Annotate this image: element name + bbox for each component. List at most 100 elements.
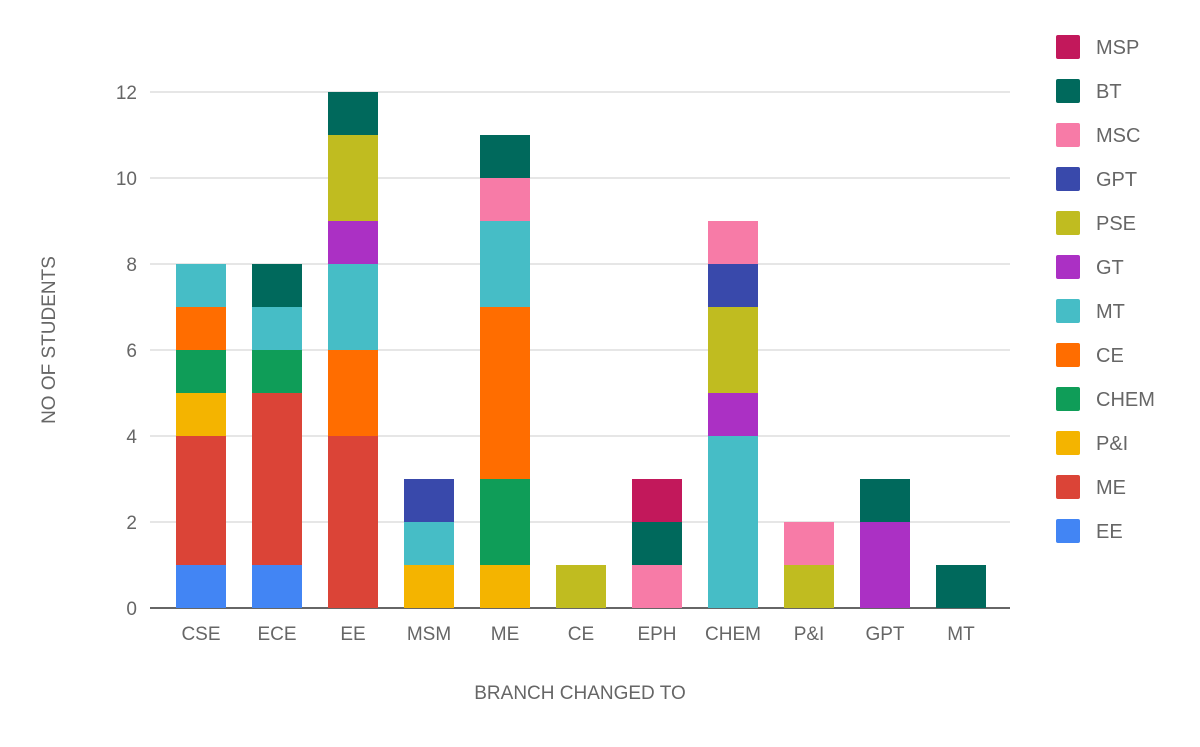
legend-item: EE (1056, 519, 1123, 543)
legend-swatch (1056, 255, 1080, 279)
x-tick-label: ME (491, 624, 520, 645)
bar-segment-EE-CE (328, 350, 378, 436)
x-tick-label: CE (568, 624, 594, 645)
bar-segment-CSE-MT (176, 264, 226, 307)
bar-segment-ME-MSC (480, 178, 530, 221)
legend-item: CE (1056, 343, 1124, 367)
legend-swatch (1056, 123, 1080, 147)
x-tick-label: EE (340, 624, 365, 645)
legend-label: P&I (1096, 433, 1128, 455)
bar-segment-P&I-MSC (784, 522, 834, 565)
legend-label: MSC (1096, 125, 1140, 147)
bar-segment-P&I-PSE (784, 565, 834, 608)
bar-segment-EPH-MSP (632, 479, 682, 522)
legend-swatch (1056, 475, 1080, 499)
y-tick-labels: 0 2 4 6 8 10 12 (116, 83, 138, 620)
legend: MSP BT MSC GPT PSE GT MT CE CHEM P&I ME EE (1056, 35, 1155, 543)
bar-segment-CHEM-GPT (708, 264, 758, 307)
legend-item: CHEM (1056, 387, 1155, 411)
legend-item: MSC (1056, 123, 1140, 147)
bar-segment-ME-MT (480, 221, 530, 307)
bar-segment-EE-ME (328, 436, 378, 608)
legend-item: PSE (1056, 211, 1136, 235)
legend-label: GT (1096, 257, 1124, 279)
legend-label: MSP (1096, 37, 1139, 59)
legend-item: BT (1056, 79, 1122, 103)
bar-segment-MSM-GPT (404, 479, 454, 522)
bar-segment-CHEM-PSE (708, 307, 758, 393)
x-tick-label: CHEM (705, 624, 761, 645)
x-tick-label: MSM (407, 624, 451, 645)
legend-item: GPT (1056, 167, 1137, 191)
y-tick-label: 6 (126, 341, 137, 362)
legend-item: ME (1056, 475, 1126, 499)
legend-item: MSP (1056, 35, 1139, 59)
legend-item: P&I (1056, 431, 1128, 455)
legend-swatch (1056, 387, 1080, 411)
legend-swatch (1056, 211, 1080, 235)
bar-segment-MSM-MT (404, 522, 454, 565)
legend-item: MT (1056, 299, 1125, 323)
legend-label: MT (1096, 301, 1125, 323)
bar-segment-EE-GT (328, 221, 378, 264)
x-tick-label: GPT (865, 624, 904, 645)
bar-segment-ECE-MT (252, 307, 302, 350)
y-tick-label: 0 (126, 599, 137, 620)
bar-segment-CSE-P&I (176, 393, 226, 436)
bar-segment-MT-BT (936, 565, 986, 608)
legend-swatch (1056, 299, 1080, 323)
legend-label: ME (1096, 477, 1126, 499)
bar-segment-EE-MT (328, 264, 378, 350)
bar-segment-ME-CE (480, 307, 530, 479)
bar-segment-ME-P&I (480, 565, 530, 608)
bar-segment-ME-BT (480, 135, 530, 178)
bar-segment-CHEM-MT (708, 436, 758, 608)
legend-label: GPT (1096, 169, 1137, 191)
legend-label: PSE (1096, 213, 1136, 235)
bar-segment-CHEM-MSC (708, 221, 758, 264)
x-tick-label: ECE (257, 624, 296, 645)
bar-segment-ECE-CHEM (252, 350, 302, 393)
legend-label: EE (1096, 521, 1123, 543)
bar-segment-CSE-ME (176, 436, 226, 565)
legend-label: BT (1096, 81, 1122, 103)
bar-segment-ECE-BT (252, 264, 302, 307)
x-tick-label: P&I (794, 624, 825, 645)
bar-segment-EE-PSE (328, 135, 378, 221)
legend-swatch (1056, 167, 1080, 191)
x-tick-label: CSE (181, 624, 220, 645)
bar-segment-CE-PSE (556, 565, 606, 608)
x-tick-label: EPH (637, 624, 676, 645)
bar-segment-ECE-ME (252, 393, 302, 565)
bar-segment-EPH-BT (632, 522, 682, 565)
y-tick-label: 12 (116, 83, 137, 104)
legend-swatch (1056, 519, 1080, 543)
bars (176, 92, 986, 608)
legend-swatch (1056, 79, 1080, 103)
y-tick-label: 8 (126, 255, 137, 276)
x-tick-labels: CSE ECE EE MSM ME CE EPH CHEM P&I GPT MT (181, 624, 975, 645)
legend-swatch (1056, 343, 1080, 367)
legend-swatch (1056, 35, 1080, 59)
legend-label: CE (1096, 345, 1124, 367)
legend-item: GT (1056, 255, 1124, 279)
y-axis-title: NO OF STUDENTS (39, 256, 60, 424)
bar-segment-GPT-BT (860, 479, 910, 522)
bar-segment-GPT-GT (860, 522, 910, 608)
y-tick-label: 2 (126, 513, 137, 534)
x-axis-title: BRANCH CHANGED TO (474, 683, 686, 704)
bar-segment-ECE-EE (252, 565, 302, 608)
x-tick-label: MT (947, 624, 975, 645)
bar-segment-CSE-CE (176, 307, 226, 350)
bar-segment-CSE-EE (176, 565, 226, 608)
legend-label: CHEM (1096, 389, 1155, 411)
y-tick-label: 10 (116, 169, 137, 190)
bar-segment-CHEM-GT (708, 393, 758, 436)
bar-segment-EPH-MSC (632, 565, 682, 608)
legend-swatch (1056, 431, 1080, 455)
y-tick-label: 4 (126, 427, 137, 448)
bar-segment-EE-BT (328, 92, 378, 135)
bar-segment-MSM-P&I (404, 565, 454, 608)
bar-segment-CSE-CHEM (176, 350, 226, 393)
